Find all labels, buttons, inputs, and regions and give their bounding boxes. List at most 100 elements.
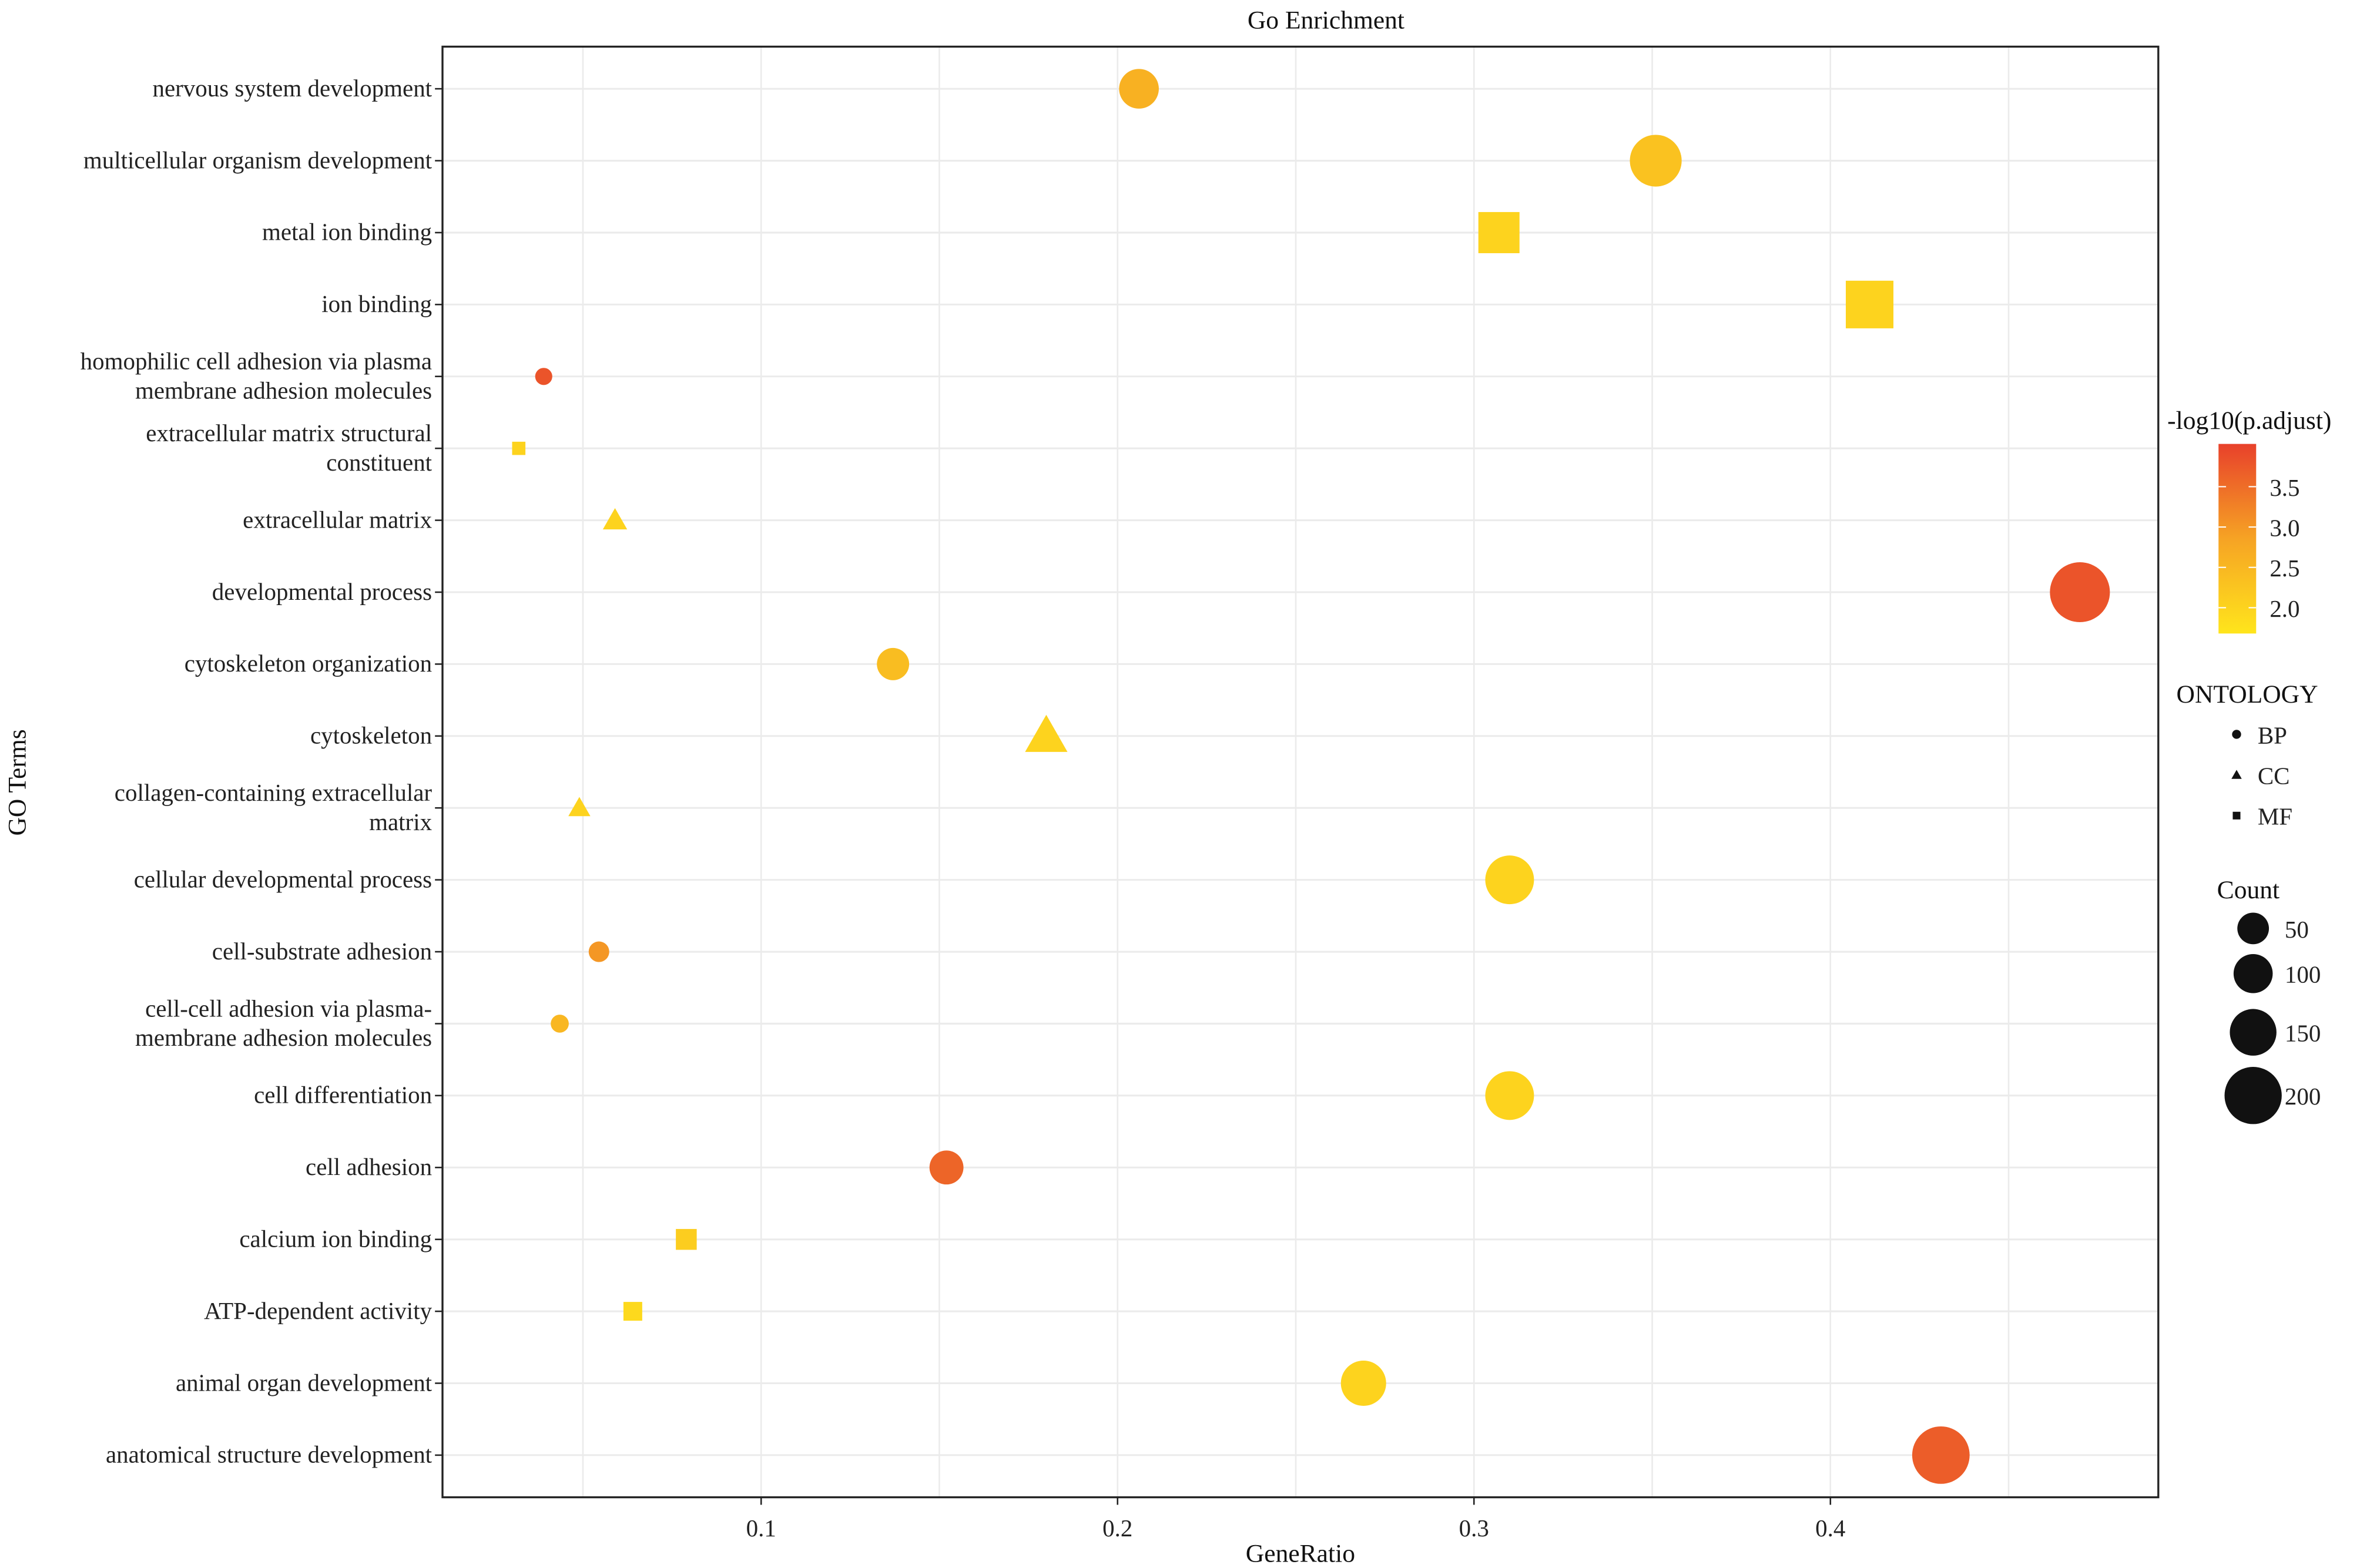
legend-count-label: 150 [2285, 1020, 2321, 1047]
y-tick-label-line: developmental process [212, 578, 432, 605]
x-axis: 0.1 0.2 0.3 0.4 [746, 1497, 1845, 1542]
point-bp [551, 1015, 569, 1033]
y-tick-label-line: collagen-containing extracellular [115, 779, 433, 806]
y-tick-label: multicellular organism development [83, 146, 433, 173]
y-tick-label: extracellular matrix [243, 506, 432, 533]
y-tick-label: cell-substrate adhesion [212, 938, 432, 965]
point-mf [676, 1228, 697, 1250]
y-tick-label: metal ion binding [262, 219, 432, 246]
legend-ontology-label: MF [2258, 803, 2292, 830]
point-bp [588, 941, 609, 962]
data-points [512, 69, 2110, 1484]
y-tick-label-line: metal ion binding [262, 219, 432, 246]
y-tick-label: homophilic cell adhesion via plasma membr… [81, 348, 432, 404]
y-tick-label-line: cell differentiation [254, 1082, 432, 1109]
y-tick-label: extracellular matrix structural constitue… [146, 419, 432, 476]
y-tick-label-line: ATP-dependent activity [204, 1297, 432, 1324]
point-mf [512, 441, 526, 455]
y-axis: nervous system development multicellular … [81, 75, 442, 1468]
point-bp [1485, 855, 1534, 905]
y-tick-label-line: multicellular organism development [83, 146, 433, 173]
point-bp [2050, 562, 2110, 623]
y-tick-label-line: animal organ development [176, 1369, 433, 1396]
y-tick-label-line: constituent [326, 449, 432, 476]
y-tick-label: anatomical structure development [106, 1441, 433, 1468]
y-tick-label: cell-cell adhesion via plasma-membrane a… [135, 995, 432, 1051]
y-tick-label: collagen-containing extracellular matrix [115, 779, 433, 835]
y-tick-label: cytoskeleton [310, 722, 432, 749]
plot-border [441, 45, 2160, 1499]
color-bar-label: 2.5 [2270, 555, 2299, 582]
y-tick-label: cell adhesion [306, 1153, 432, 1180]
y-tick-label: ATP-dependent activity [204, 1297, 432, 1324]
legend-count-label: 100 [2285, 961, 2321, 988]
x-tick-label: 0.3 [1459, 1515, 1489, 1542]
point-mf [623, 1302, 642, 1321]
color-bar-label: 3.5 [2270, 474, 2299, 501]
y-tick-label: cell differentiation [254, 1082, 432, 1109]
point-bp [1912, 1426, 1970, 1484]
point-bp [535, 368, 552, 385]
color-bar-label: 2.0 [2270, 595, 2299, 622]
size-legend-title: Count [2217, 876, 2279, 904]
legend-count-circle-icon [2230, 1009, 2277, 1056]
y-tick-label-line: cell-substrate adhesion [212, 938, 432, 965]
legend-cc-icon [2231, 770, 2242, 779]
point-cc [1025, 714, 1068, 752]
y-tick-label-line: cellular developmental process [134, 865, 432, 892]
y-tick-label-line: nervous system development [152, 75, 432, 102]
color-legend-title: -log10(p.adjust) [2167, 407, 2331, 435]
y-tick-label: ion binding [321, 290, 432, 317]
point-bp [1485, 1071, 1534, 1120]
y-tick-label-line: cell-cell adhesion via plasma- [145, 995, 432, 1022]
y-tick-label-line: membrane adhesion molecules [135, 377, 432, 404]
legend: -log10(p.adjust) 3.5 3.0 2.5 2.0 ONTOLOGY B… [2167, 407, 2331, 1124]
y-tick-label: cellular developmental process [134, 865, 432, 892]
y-tick-label-line: cell adhesion [306, 1153, 432, 1180]
point-bp [877, 647, 910, 680]
color-bar-label: 3.0 [2270, 514, 2299, 541]
x-tick-label: 0.1 [746, 1515, 776, 1542]
legend-count-label: 50 [2285, 916, 2309, 943]
gridlines [442, 46, 2158, 1498]
y-tick-label-line: cytoskeleton [310, 722, 432, 749]
y-tick-label: developmental process [212, 578, 432, 605]
x-tick-label: 0.4 [1815, 1515, 1845, 1542]
y-tick-label: nervous system development [152, 75, 432, 102]
point-mf [1478, 211, 1520, 253]
x-tick-label: 0.2 [1102, 1515, 1132, 1542]
legend-count-circle-icon [2224, 1067, 2282, 1124]
y-tick-label-line: anatomical structure development [106, 1441, 433, 1468]
point-cc [568, 797, 591, 817]
y-tick-label: animal organ development [176, 1369, 433, 1396]
y-tick-label-line: ion binding [321, 290, 432, 317]
point-bp [1119, 69, 1159, 109]
legend-bp-icon [2232, 730, 2241, 739]
y-tick-label-line: homophilic cell adhesion via plasma [81, 348, 432, 375]
point-bp [929, 1150, 964, 1185]
legend-ontology-label: CC [2258, 762, 2290, 789]
point-bp [1340, 1360, 1386, 1406]
y-tick-label-line: extracellular matrix [243, 506, 432, 533]
y-tick-label-line: extracellular matrix structural [146, 419, 432, 446]
legend-count-label: 200 [2285, 1083, 2321, 1110]
chart-title: Go Enrichment [1248, 6, 1404, 35]
y-tick-label-line: calcium ion binding [239, 1225, 432, 1252]
legend-ontology-label: BP [2258, 721, 2287, 748]
y-tick-label: calcium ion binding [239, 1225, 432, 1252]
point-cc [602, 508, 628, 530]
y-tick-label-line: matrix [369, 808, 432, 835]
shape-legend-title: ONTOLOGY [2177, 680, 2318, 709]
legend-count-circle-icon [2237, 912, 2270, 945]
x-axis-title: GeneRatio [1246, 1540, 1355, 1568]
y-tick-label-line: membrane adhesion molecules [135, 1024, 432, 1051]
point-mf [1845, 280, 1894, 328]
y-tick-label-line: cytoskeleton organization [185, 650, 432, 677]
y-axis-title: GO Terms [4, 729, 32, 835]
y-tick-label: cytoskeleton organization [185, 650, 432, 677]
legend-count-circle-icon [2233, 953, 2273, 993]
color-bar [2218, 444, 2257, 634]
legend-mf-icon [2232, 811, 2241, 820]
point-bp [1630, 135, 1682, 187]
